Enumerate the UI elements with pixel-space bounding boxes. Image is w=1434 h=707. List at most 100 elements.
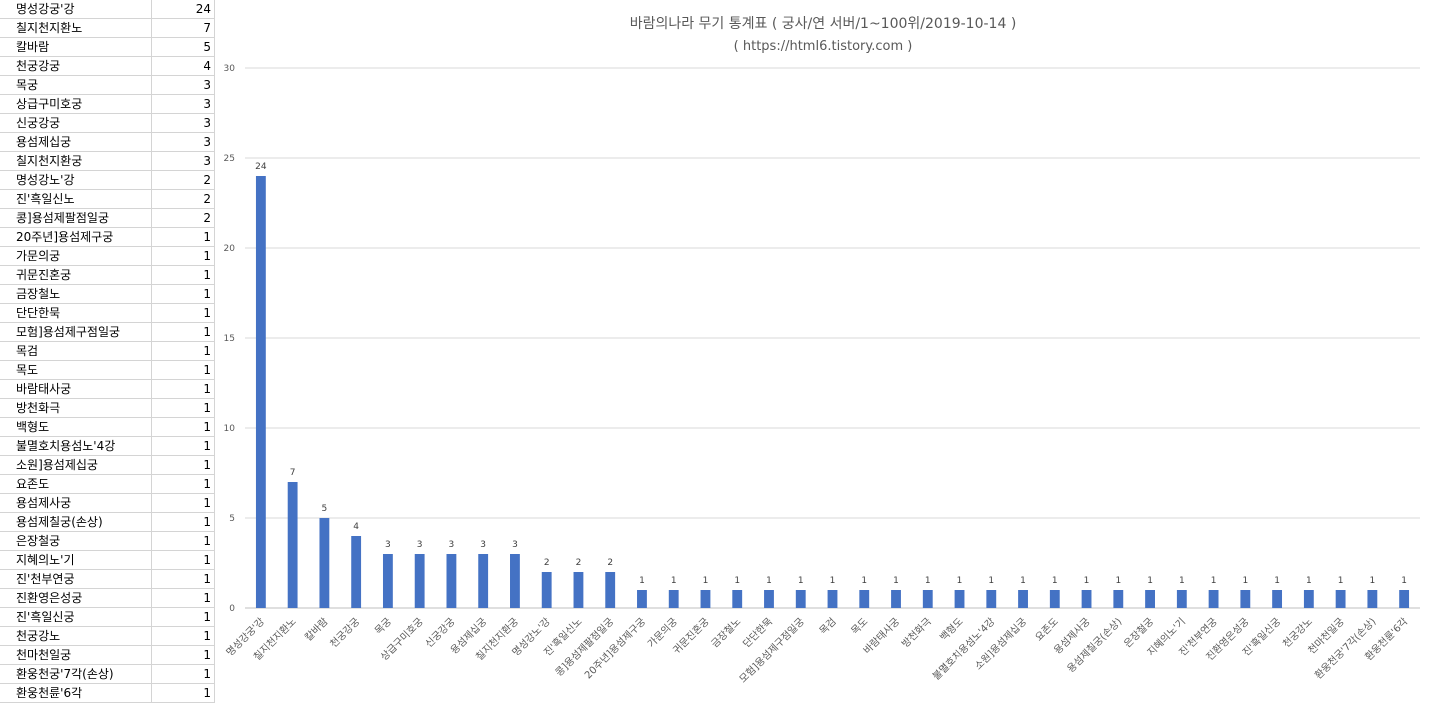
table-row[interactable]: 환웅천륜'6각 1 (0, 684, 214, 703)
weapon-count-cell[interactable]: 1 (151, 266, 211, 284)
weapon-name-cell[interactable]: 귀문진혼궁 (16, 268, 72, 282)
table-row[interactable]: 천궁강노 1 (0, 627, 214, 646)
weapon-count-cell[interactable]: 1 (151, 684, 211, 702)
weapon-name-cell[interactable]: 천마천일궁 (16, 648, 72, 662)
weapon-count-cell[interactable]: 1 (151, 608, 211, 626)
weapon-name-cell[interactable]: 바람태사궁 (16, 382, 72, 396)
weapon-name-cell[interactable]: 20주년]용섬제구궁 (16, 230, 114, 244)
table-row[interactable]: 칠지천지환노 7 (0, 19, 214, 38)
weapon-count-cell[interactable]: 3 (151, 76, 211, 94)
table-row[interactable]: 콩]용섬제팔점일궁 2 (0, 209, 214, 228)
table-row[interactable]: 신궁강궁 3 (0, 114, 214, 133)
weapon-name-cell[interactable]: 칠지천지환노 (16, 21, 83, 35)
weapon-name-cell[interactable]: 천궁강노 (16, 629, 61, 643)
table-row[interactable]: 은장철궁 1 (0, 532, 214, 551)
weapon-count-cell[interactable]: 2 (151, 171, 211, 189)
table-row[interactable]: 천궁강궁 4 (0, 57, 214, 76)
weapon-count-cell[interactable]: 1 (151, 570, 211, 588)
table-row[interactable]: 명성강노'강 2 (0, 171, 214, 190)
weapon-count-cell[interactable]: 3 (151, 152, 211, 170)
table-row[interactable]: 진'흑일신궁 1 (0, 608, 214, 627)
table-row[interactable]: 환웅천궁'7각(손상) 1 (0, 665, 214, 684)
table-row[interactable]: 방천화극 1 (0, 399, 214, 418)
weapon-name-cell[interactable]: 단단한묵 (16, 306, 61, 320)
table-row[interactable]: 목궁 3 (0, 76, 214, 95)
weapon-name-cell[interactable]: 목궁 (16, 78, 39, 92)
weapon-count-cell[interactable]: 1 (151, 532, 211, 550)
weapon-count-cell[interactable]: 1 (151, 665, 211, 683)
table-row[interactable]: 백형도 1 (0, 418, 214, 437)
weapon-name-cell[interactable]: 상급구미호궁 (16, 97, 83, 111)
table-row[interactable]: 목검 1 (0, 342, 214, 361)
table-row[interactable]: 귀문진혼궁 1 (0, 266, 214, 285)
weapon-count-cell[interactable]: 3 (151, 114, 211, 132)
weapon-name-cell[interactable]: 백형도 (16, 420, 50, 434)
weapon-count-cell[interactable]: 1 (151, 342, 211, 360)
weapon-count-cell[interactable]: 1 (151, 304, 211, 322)
table-row[interactable]: 칼바람 5 (0, 38, 214, 57)
table-row[interactable]: 단단한묵 1 (0, 304, 214, 323)
table-row[interactable]: 상급구미호궁 3 (0, 95, 214, 114)
weapon-name-cell[interactable]: 천궁강궁 (16, 59, 61, 73)
weapon-name-cell[interactable]: 칠지천지환궁 (16, 154, 83, 168)
table-row[interactable]: 명성강궁'강 24 (0, 0, 214, 19)
weapon-name-cell[interactable]: 환웅천륜'6각 (16, 686, 83, 700)
weapon-name-cell[interactable]: 방천화극 (16, 401, 61, 415)
weapon-name-cell[interactable]: 불멸호치용섬노'4강 (16, 439, 116, 453)
table-row[interactable]: 용섬제칠궁(손상) 1 (0, 513, 214, 532)
table-row[interactable]: 천마천일궁 1 (0, 646, 214, 665)
weapon-name-cell[interactable]: 소원]용섬제십궁 (16, 458, 98, 472)
weapon-name-cell[interactable]: 목검 (16, 344, 39, 358)
weapon-name-cell[interactable]: 용섬제칠궁(손상) (16, 515, 103, 529)
weapon-count-cell[interactable]: 1 (151, 646, 211, 664)
table-row[interactable]: 요존도 1 (0, 475, 214, 494)
weapon-count-cell[interactable]: 2 (151, 209, 211, 227)
weapon-count-cell[interactable]: 24 (151, 0, 211, 18)
weapon-name-cell[interactable]: 금장철노 (16, 287, 61, 301)
table-row[interactable]: 진'천부연궁 1 (0, 570, 214, 589)
weapon-count-cell[interactable]: 7 (151, 19, 211, 37)
table-row[interactable]: 용섬제십궁 3 (0, 133, 214, 152)
table-row[interactable]: 20주년]용섬제구궁 1 (0, 228, 214, 247)
weapon-count-cell[interactable]: 1 (151, 494, 211, 512)
table-row[interactable]: 모험]용섬제구점일궁 1 (0, 323, 214, 342)
table-row[interactable]: 용섬제사궁 1 (0, 494, 214, 513)
weapon-name-cell[interactable]: 명성강노'강 (16, 173, 75, 187)
weapon-count-cell[interactable]: 1 (151, 627, 211, 645)
weapon-name-cell[interactable]: 목도 (16, 363, 39, 377)
weapon-name-cell[interactable]: 칼바람 (16, 40, 50, 54)
weapon-count-cell[interactable]: 1 (151, 475, 211, 493)
weapon-name-cell[interactable]: 콩]용섬제팔점일궁 (16, 211, 110, 225)
weapon-count-cell[interactable]: 1 (151, 323, 211, 341)
weapon-name-cell[interactable]: 신궁강궁 (16, 116, 61, 130)
weapon-name-cell[interactable]: 용섬제십궁 (16, 135, 72, 149)
table-row[interactable]: 금장철노 1 (0, 285, 214, 304)
weapon-count-cell[interactable]: 1 (151, 418, 211, 436)
weapon-name-cell[interactable]: 환웅천궁'7각(손상) (16, 667, 114, 681)
weapon-count-cell[interactable]: 1 (151, 399, 211, 417)
weapon-name-cell[interactable]: 진'흑일신노 (16, 192, 75, 206)
weapon-count-cell[interactable]: 3 (151, 133, 211, 151)
weapon-name-cell[interactable]: 모험]용섬제구점일궁 (16, 325, 121, 339)
weapon-name-cell[interactable]: 용섬제사궁 (16, 496, 72, 510)
table-row[interactable]: 불멸호치용섬노'4강 1 (0, 437, 214, 456)
weapon-count-cell[interactable]: 1 (151, 285, 211, 303)
weapon-name-cell[interactable]: 지혜의노'기 (16, 553, 75, 567)
weapon-name-cell[interactable]: 진'천부연궁 (16, 572, 75, 586)
table-row[interactable]: 바람태사궁 1 (0, 380, 214, 399)
weapon-count-cell[interactable]: 1 (151, 437, 211, 455)
table-row[interactable]: 가문의궁 1 (0, 247, 214, 266)
weapon-count-cell[interactable]: 1 (151, 551, 211, 569)
table-row[interactable]: 목도 1 (0, 361, 214, 380)
weapon-name-cell[interactable]: 가문의궁 (16, 249, 61, 263)
weapon-name-cell[interactable]: 진'흑일신궁 (16, 610, 75, 624)
weapon-count-cell[interactable]: 1 (151, 247, 211, 265)
table-row[interactable]: 소원]용섬제십궁 1 (0, 456, 214, 475)
weapon-name-cell[interactable]: 진환영은성궁 (16, 591, 83, 605)
weapon-name-cell[interactable]: 요존도 (16, 477, 50, 491)
weapon-count-cell[interactable]: 1 (151, 589, 211, 607)
weapon-count-cell[interactable]: 5 (151, 38, 211, 56)
table-row[interactable]: 칠지천지환궁 3 (0, 152, 214, 171)
weapon-count-cell[interactable]: 4 (151, 57, 211, 75)
weapon-count-cell[interactable]: 1 (151, 513, 211, 531)
